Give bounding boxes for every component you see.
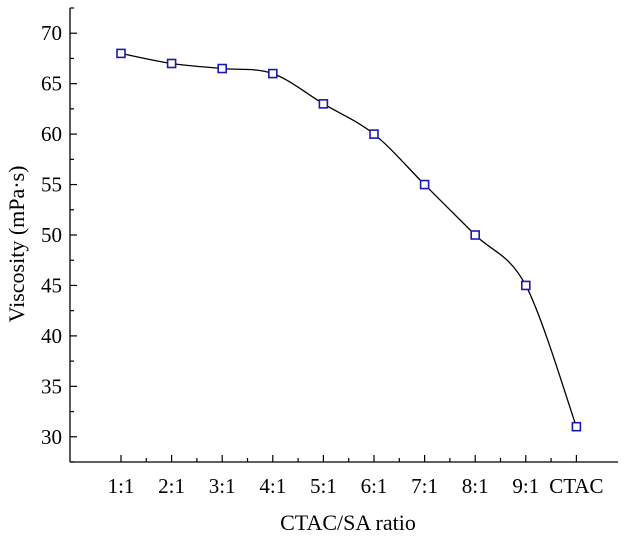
data-point-ctac [571, 421, 582, 432]
data-point-4-1 [267, 68, 278, 79]
x-tick-label: 6:1 [361, 474, 388, 498]
y-ticks: 30 35 40 45 50 55 60 65 70 [41, 7, 77, 463]
x-tick-label: 9:1 [512, 474, 539, 498]
x-tick-label: CTAC [549, 474, 603, 498]
x-tick-label: 5:1 [310, 474, 337, 498]
y-tick-label: 35 [41, 374, 62, 398]
data-point-7-1 [419, 179, 430, 190]
x-tick-label: 7:1 [411, 474, 438, 498]
data-point-1-1 [116, 48, 126, 59]
data-point-8-1 [470, 230, 481, 240]
x-tick-label: 4:1 [259, 474, 286, 498]
x-tick-label: 2:1 [158, 474, 185, 498]
data-point-2-1 [166, 58, 177, 69]
x-axis-title: CTAC/SA ratio [280, 510, 416, 535]
y-axis-title: Viscosity (mPa·s) [4, 166, 29, 323]
data-point-5-1 [318, 99, 329, 109]
y-tick-label: 45 [41, 273, 62, 297]
y-tick-label: 40 [41, 324, 62, 348]
axes [69, 8, 618, 463]
x-tick-label: 1:1 [108, 474, 135, 498]
data-point-6-1 [369, 129, 379, 139]
x-tick-label: 8:1 [462, 474, 489, 498]
y-tick-label: 55 [41, 173, 62, 197]
series-line [120, 52, 578, 427]
data-point-9-1 [520, 280, 531, 291]
x-tick-label: 3:1 [209, 474, 236, 498]
y-tick-label: 60 [41, 122, 62, 146]
y-tick-label: 30 [41, 425, 62, 449]
y-tick-label: 70 [41, 21, 62, 45]
data-point-3-1 [217, 63, 227, 74]
x-ticks: 1:1 2:1 3:1 4:1 5:1 6:1 7:1 8:1 9:1 CTAC [108, 455, 604, 498]
y-tick-label: 65 [41, 72, 62, 96]
data-points [116, 48, 582, 432]
y-tick-label: 50 [41, 223, 62, 247]
